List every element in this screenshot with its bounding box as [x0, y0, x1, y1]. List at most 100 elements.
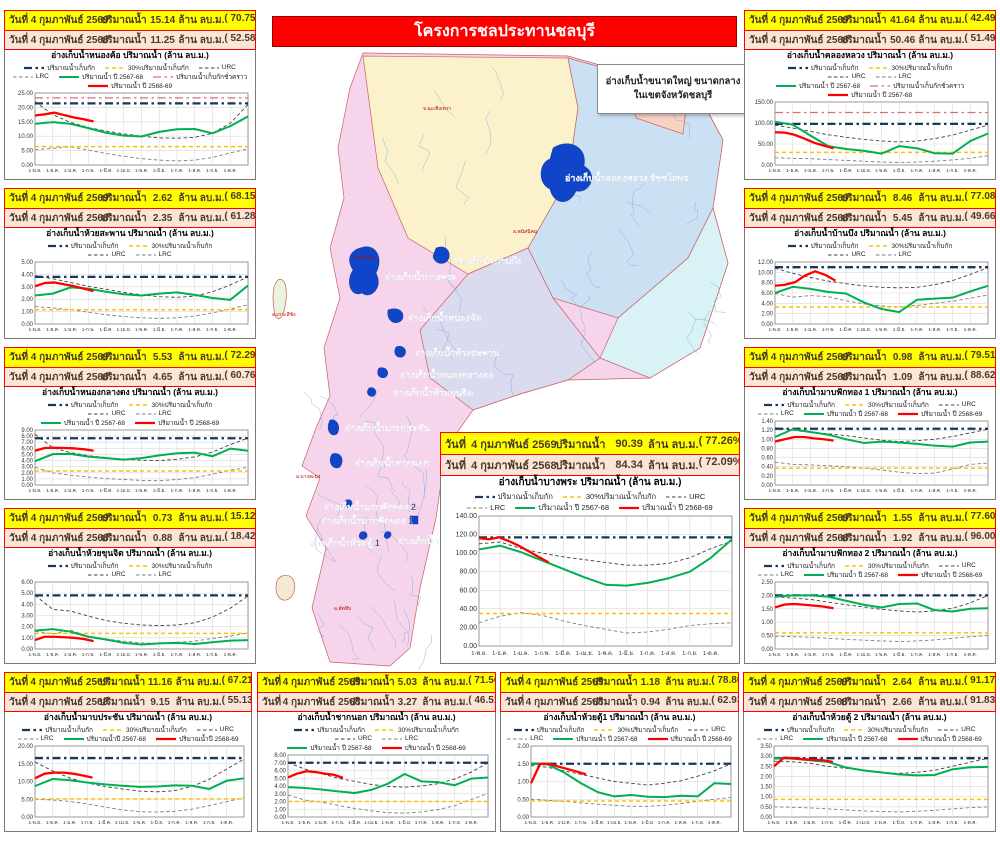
- svg-text:1-ส.ค.: 1-ส.ค.: [661, 650, 677, 657]
- svg-text:1-เม.ย.: 1-เม.ย.: [116, 652, 131, 658]
- legend-label: URC: [851, 73, 866, 80]
- legend-swatch-y6768: [775, 84, 796, 87]
- legend-swatch-y6768: [515, 506, 536, 509]
- svg-text:1-เม.ย.: 1-เม.ย.: [364, 820, 379, 826]
- map-label-reservoir: อ่างเก็บน้ำมาบฟักทอง 2: [324, 500, 416, 512]
- svg-text:1-พ.ค.: 1-พ.ค.: [381, 820, 394, 826]
- unit-label: ล้าน ลบ.ม.: [175, 696, 222, 708]
- legend-row: URC LRC: [7, 570, 253, 579]
- unit-label: ล้าน ลบ.ม.: [178, 193, 225, 204]
- svg-text:1-ก.ย.: 1-ก.ย.: [206, 488, 219, 494]
- reservoir-panel-map-fak-thong-1: วันที่ 4 กุมภาพันธ์ 2569 ปริมาณน้ำ 0.98 ล้าน…: [744, 347, 996, 504]
- date-value: 4 กุมภาพันธ์ 2568: [282, 696, 361, 708]
- volume-value: 50.46: [890, 34, 916, 46]
- legend-row: URC LRC: [747, 250, 993, 259]
- reservoir-panel-map-fak-thong-2: วันที่ 4 กุมภาพันธ์ 2569 ปริมาณน้ำ 1.55 ล้าน…: [744, 508, 996, 668]
- header-row-2568: วันที่ 4 กุมภาพันธ์ 2568 ปริมาณน้ำ 2.66 ล้าน…: [744, 692, 995, 711]
- panel-header-huai-tu-1: วันที่ 4 กุมภาพันธ์ 2569 ปริมาณน้ำ 1.18 ล้าน…: [500, 672, 739, 712]
- svg-text:1-พ.ย.: 1-พ.ย.: [29, 488, 42, 494]
- legend-item-urc: URC: [88, 410, 126, 417]
- map-river: [580, 329, 596, 364]
- date-label: วันที่: [9, 352, 29, 363]
- map-river: [580, 294, 591, 330]
- volume-value: 2.64: [892, 677, 912, 688]
- map-label-reservoir: อ่างเก็บน้ำหนองกลางดง: [400, 368, 493, 380]
- volume-value: 11.25: [150, 34, 175, 46]
- header-row-2569: วันที่ 4 กุมภาพันธ์ 2569 ปริมาณน้ำ 8.46 ล้าน…: [745, 189, 995, 208]
- legend-item-y6768: ปริมาณน้ำปี 2567-68: [63, 734, 146, 744]
- svg-text:1-ก.ย.: 1-ก.ย.: [946, 488, 959, 494]
- chart-box-map-fak-thong-2: อ่างเก็บน้ำมาบฟักทอง 2 ปริมาณน้ำ (ล้าน ล…: [744, 548, 996, 664]
- legend-item-cap30: 30%ปริมาณน้ำเก็บกัก: [868, 63, 952, 73]
- chart-title: อ่างเก็บน้ำหนองกลางดง ปริมาณน้ำ (ล้าน ลบ…: [42, 387, 218, 397]
- date-label: วันที่: [9, 212, 29, 224]
- date-value: 4 กุมภาพันธ์ 2568: [30, 371, 109, 383]
- legend-swatch-temp: [870, 84, 891, 87]
- volume-value: 1.55: [892, 513, 913, 524]
- svg-text:6.00: 6.00: [761, 291, 773, 297]
- panel-header-bang-phra: วันที่ 4 กุมภาพันธ์ 2569 ปริมาณน้ำ 90.39 ล้า…: [440, 432, 740, 476]
- legend-item-y6768: ปริมาณน้ำ ปี 2567-68: [803, 734, 888, 744]
- map-river: [625, 200, 640, 227]
- svg-text:20.00: 20.00: [459, 624, 477, 631]
- legend-item-cap30: 30%ปริมาณน้ำเก็บกัก: [128, 241, 212, 251]
- legend-swatch-lrc: [875, 76, 896, 77]
- map-label-reservoir: อ่างเก็บน้ำห้วยขุนจิต: [393, 386, 473, 399]
- svg-text:1-มิ.ย.: 1-มิ.ย.: [892, 820, 905, 826]
- volume-label: ปริมาณน้ำ: [840, 212, 887, 224]
- legend-swatch-y6768: [287, 746, 308, 749]
- svg-text:1-พ.ค.: 1-พ.ค.: [135, 168, 148, 174]
- legend-item-cap30: 30%ปริมาณน้ำเก็บกัก: [844, 561, 929, 571]
- legend-label: 30%ปริมาณน้ำเก็บกัก: [867, 401, 929, 409]
- map-river: [338, 624, 360, 660]
- volume-label: ปริมาณน้ำ: [349, 696, 395, 708]
- map-river: [377, 556, 396, 591]
- legend-row: ปริมาณน้ำเก็บกัก 30%ปริมาณน้ำเก็บกัก: [747, 63, 993, 72]
- header-row-2568: วันที่ 4 กุมภาพันธ์ 2568 ปริมาณน้ำ 3.27 ล้าน…: [258, 692, 495, 711]
- percent-value: ( 68.15% ): [224, 191, 255, 202]
- svg-text:0.40: 0.40: [761, 465, 773, 471]
- legend-item-cap30: 30%ปริมาณน้ำเก็บกัก: [102, 725, 187, 735]
- map-note-line2: ในเขตจังหวัดชลบุรี: [633, 90, 713, 101]
- map-river: [356, 615, 376, 652]
- legend-item-y6768: ปริมาณน้ำ ปี 2567-68: [58, 72, 143, 82]
- panel-header-map-fak-thong-1: วันที่ 4 กุมภาพันธ์ 2569 ปริมาณน้ำ 0.98 ล้าน…: [744, 347, 996, 387]
- svg-text:1-ก.พ.: 1-ก.พ.: [822, 327, 835, 333]
- svg-text:1-ต.ค.: 1-ต.ค.: [224, 327, 237, 333]
- svg-text:1-ก.พ.: 1-ก.พ.: [82, 327, 95, 333]
- legend-item-urc: URC: [196, 726, 234, 733]
- svg-text:1-ธ.ค.: 1-ธ.ค.: [785, 820, 798, 826]
- volume-label: ปริมาณน้ำ: [840, 371, 887, 383]
- unit-label: ล้าน ลบ.ม.: [665, 677, 712, 688]
- legend-swatch-y6869: [156, 737, 176, 740]
- volume-value: 1.09: [892, 371, 913, 383]
- svg-text:3.00: 3.00: [274, 792, 286, 798]
- percent-value: ( 71.56% ): [468, 675, 495, 686]
- date-label: วันที่: [445, 438, 466, 451]
- svg-text:1-เม.ย.: 1-เม.ย.: [856, 327, 871, 333]
- svg-text:1-ธ.ค.: 1-ธ.ค.: [786, 168, 799, 174]
- svg-text:140.00: 140.00: [456, 513, 478, 520]
- chart-box-khlong-luang: อ่างเก็บน้ำคลองหลวง ปริมาณน้ำ (ล้าน ลบ.ม…: [744, 50, 996, 180]
- legend-swatch-temp: [153, 75, 174, 78]
- map-river: [414, 460, 425, 499]
- legend-item-capacity: ปริมาณน้ำเก็บกัก: [764, 400, 835, 410]
- date-label: วันที่: [749, 371, 769, 383]
- svg-text:0.00: 0.00: [761, 322, 773, 328]
- volume-value: 15.14: [150, 15, 176, 26]
- header-row-2569: วันที่ 4 กุมภาพันธ์ 2569 ปริมาณน้ำ 0.73 ล้าน…: [5, 509, 255, 528]
- date-value: 4 กุมภาพันธ์ 2569: [471, 438, 557, 451]
- svg-text:1-ต.ค.: 1-ต.ค.: [964, 820, 977, 826]
- legend-swatch-cap30: [868, 244, 889, 247]
- percent-value: ( 78.80% ): [711, 675, 738, 686]
- svg-text:1-พ.ย.: 1-พ.ย.: [769, 652, 782, 658]
- volume-label: ปริมาณน้ำ: [840, 696, 886, 708]
- legend-row: URC LRC: [7, 409, 253, 418]
- legend-label: ปริมาณน้ำ ปี 2567-68: [576, 735, 638, 743]
- legend-row: LRC ปริมาณน้ำ ปี 2567-68 ปริมาณน้ำ ปี 2568…: [747, 409, 993, 418]
- svg-text:1-พ.ค.: 1-พ.ค.: [624, 820, 637, 826]
- svg-text:1-มิ.ย.: 1-มิ.ย.: [153, 488, 166, 494]
- percent-value: ( 88.62% ): [964, 369, 995, 381]
- chart-title: อ่างเก็บน้ำห้วยตู้ 2 ปริมาณน้ำ (ล้าน ลบ.…: [792, 712, 947, 722]
- legend-row: ปริมาณน้ำเก็บกัก 30%ปริมาณน้ำเก็บกัก URC: [747, 400, 993, 409]
